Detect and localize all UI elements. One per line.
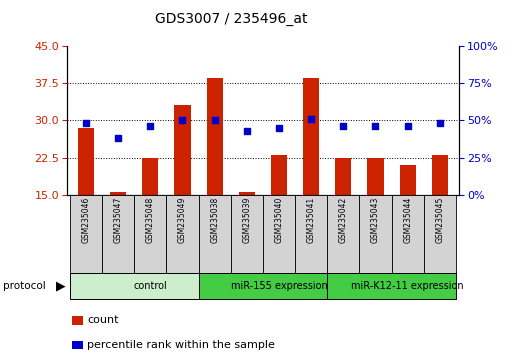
Bar (142, 158, 159, 195)
Text: GSM235039: GSM235039 (242, 197, 251, 244)
Point (179, 118, 187, 123)
Text: GSM235045: GSM235045 (436, 197, 444, 244)
Point (436, 120, 444, 126)
Point (243, 128, 251, 133)
Text: ▶: ▶ (56, 279, 65, 292)
Point (371, 124, 380, 129)
Point (114, 135, 122, 141)
Bar (166, 195, 199, 273)
Text: GSM235049: GSM235049 (178, 197, 187, 244)
Bar (174, 105, 190, 195)
Text: control: control (133, 281, 167, 291)
Bar (263, 195, 295, 273)
Text: miR-K12-11 expression: miR-K12-11 expression (351, 281, 464, 291)
Bar (327, 273, 456, 299)
Text: GSM235040: GSM235040 (274, 197, 284, 244)
Bar (367, 158, 384, 195)
Text: GSM235044: GSM235044 (403, 197, 412, 244)
Point (307, 116, 315, 122)
Text: GSM235047: GSM235047 (114, 197, 123, 244)
Bar (295, 195, 327, 273)
Bar (271, 155, 287, 195)
Text: GSM235046: GSM235046 (82, 197, 90, 244)
Text: GSM235043: GSM235043 (371, 197, 380, 244)
Bar (78, 128, 94, 195)
Bar (134, 195, 166, 273)
Bar (102, 195, 134, 273)
Bar (336, 158, 351, 195)
Bar (207, 78, 223, 195)
Text: count: count (87, 315, 119, 325)
Bar (360, 195, 391, 273)
Point (275, 125, 283, 131)
Bar (70, 195, 102, 273)
Point (210, 118, 219, 123)
Bar (110, 192, 126, 195)
Text: protocol: protocol (3, 281, 45, 291)
Point (146, 124, 154, 129)
Point (339, 124, 347, 129)
Text: GDS3007 / 235496_at: GDS3007 / 235496_at (154, 12, 307, 27)
Bar (231, 195, 263, 273)
Bar (72, 341, 83, 349)
Bar (72, 316, 83, 325)
Bar (199, 195, 231, 273)
Bar (432, 155, 448, 195)
Text: percentile rank within the sample: percentile rank within the sample (87, 340, 275, 350)
Text: GSM235048: GSM235048 (146, 197, 155, 243)
Bar (70, 273, 199, 299)
Bar (424, 195, 456, 273)
Bar (391, 195, 424, 273)
Text: miR-155 expression: miR-155 expression (231, 281, 327, 291)
Text: GSM235038: GSM235038 (210, 197, 219, 243)
Point (82, 120, 90, 126)
Text: GSM235041: GSM235041 (307, 197, 315, 243)
Point (404, 124, 412, 129)
Bar (327, 195, 360, 273)
Bar (199, 273, 327, 299)
Bar (239, 192, 255, 195)
Text: GSM235042: GSM235042 (339, 197, 348, 243)
Bar (303, 78, 319, 195)
Bar (400, 165, 416, 195)
